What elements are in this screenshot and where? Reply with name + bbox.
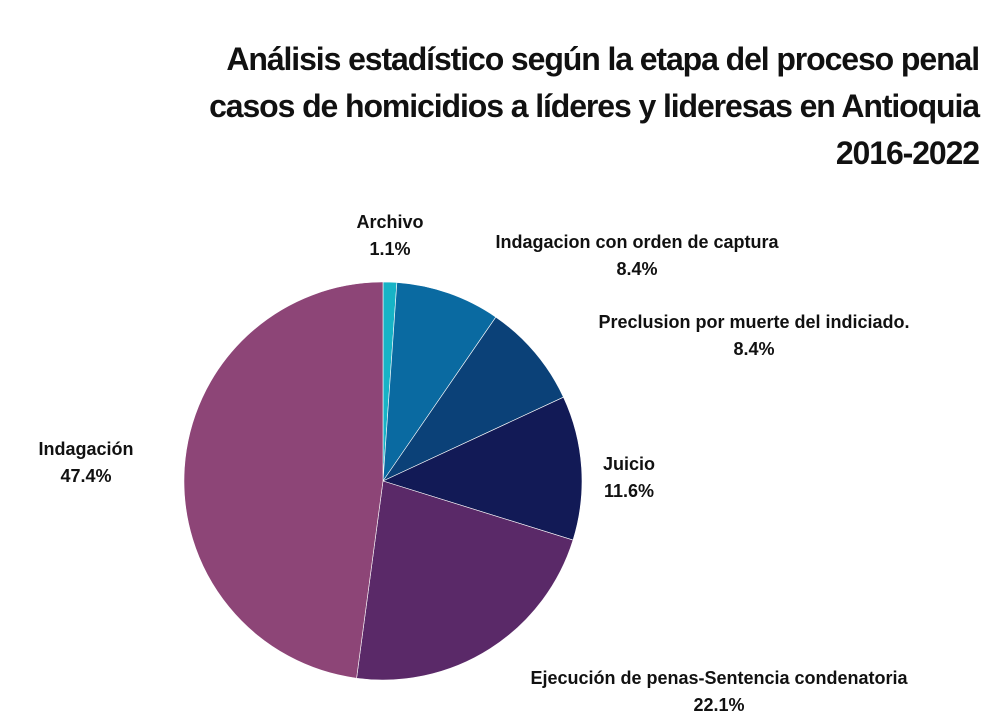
slice-value-0: 1.1%: [369, 239, 410, 259]
pie-slice-3: [382, 396, 583, 541]
chart-title-line-3: 2016-2022: [835, 135, 980, 171]
slice-label-0: Archivo: [356, 212, 423, 232]
chart-title-line-1: Análisis estadístico según la etapa del …: [226, 41, 980, 77]
slice-value-2: 8.4%: [733, 339, 774, 359]
chart-title-line-2: casos de homicidios a líderes y lideresa…: [209, 88, 980, 124]
slice-label-3: Juicio: [603, 454, 655, 474]
pie-labels: Archivo 1.1% Indagacion con orden de captu…: [38, 212, 909, 715]
slice-value-5: 47.4%: [60, 466, 111, 486]
pie-slice-1: [382, 282, 497, 483]
pie-slice-2: [382, 316, 564, 482]
slice-label-5: Indagación: [38, 439, 133, 459]
pie-slice-5: [183, 281, 384, 679]
pie-slice-4: [356, 480, 574, 681]
chart-title: Análisis estadístico según la etapa del …: [159, 36, 980, 177]
slice-label-2: Preclusion por muerte del indiciado.: [598, 312, 909, 332]
slice-value-3: 11.6%: [604, 481, 654, 501]
slice-value-4: 22.1%: [693, 695, 744, 715]
slice-label-4: Ejecución de penas-Sentencia condenatori…: [530, 668, 908, 688]
slice-label-1: Indagacion con orden de captura: [495, 232, 779, 252]
pie-slices: [183, 281, 583, 681]
slice-value-1: 8.4%: [616, 259, 657, 279]
